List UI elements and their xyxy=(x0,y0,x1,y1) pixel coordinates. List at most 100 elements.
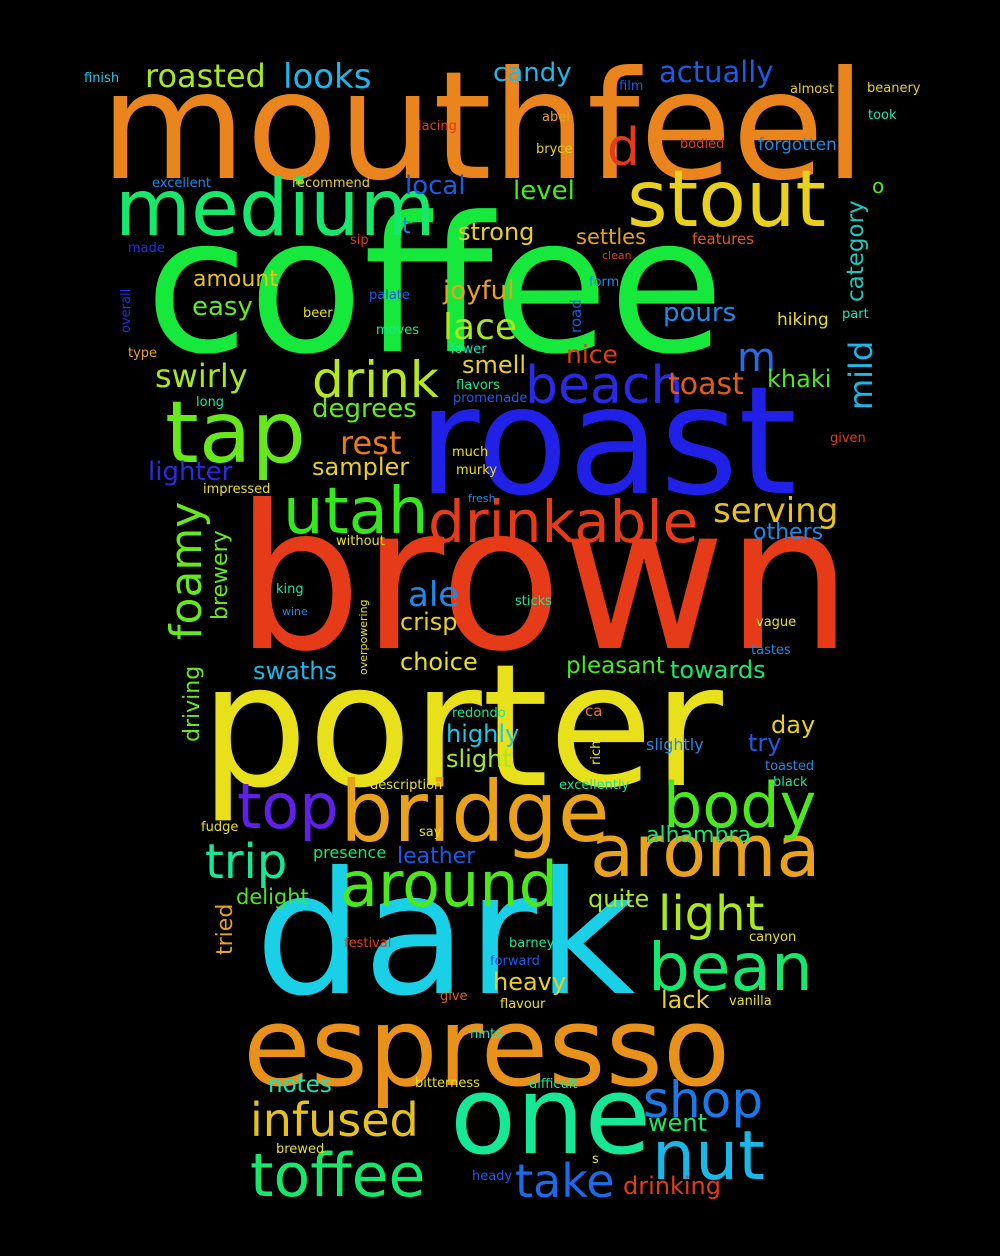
word-candy: candy xyxy=(493,58,572,88)
word-overall: overall xyxy=(119,288,134,333)
word-body: body xyxy=(663,769,817,842)
word-toasted: toasted xyxy=(765,759,815,774)
word-looks: looks xyxy=(283,57,372,97)
word-part: part xyxy=(842,307,869,322)
word-others: others xyxy=(753,520,824,545)
word-abel: abel xyxy=(542,110,570,125)
word-film: film xyxy=(619,79,644,94)
word-tastes: tastes xyxy=(751,643,791,658)
word-degrees: degrees xyxy=(312,394,417,424)
word-brewed: brewed xyxy=(276,1142,325,1157)
word-ale: ale xyxy=(408,575,460,615)
word-beer: beer xyxy=(303,306,333,321)
word-infused: infused xyxy=(250,1093,419,1147)
word-driving: driving xyxy=(180,665,205,742)
word-festival: festival xyxy=(344,936,392,951)
word-one: one xyxy=(450,1054,651,1179)
word-stout: stout xyxy=(627,155,826,245)
word-murky: murky xyxy=(456,463,498,478)
word-moves: moves xyxy=(376,323,420,338)
word-give: give xyxy=(440,989,468,1004)
word-sticks: sticks xyxy=(515,594,552,609)
word-coffee: coffee xyxy=(145,177,725,396)
word-pours: pours xyxy=(663,298,737,328)
word-utah: utah xyxy=(283,475,429,549)
word-clean: clean xyxy=(602,249,632,262)
word-lacing: lacing xyxy=(418,119,457,134)
word-barney: barney xyxy=(509,936,555,951)
word-impressed: impressed xyxy=(203,482,271,497)
word-delight: delight xyxy=(236,885,309,909)
word-forward: forward xyxy=(490,954,540,969)
word-wine: wine xyxy=(282,605,308,618)
word-toast: toast xyxy=(668,367,744,402)
word-say: say xyxy=(419,825,442,840)
word-drink: drink xyxy=(312,351,439,409)
word-fudge: fudge xyxy=(201,820,239,835)
word-vanilla: vanilla xyxy=(729,994,772,1009)
word-tap: tap xyxy=(165,383,307,483)
word-slightly: slightly xyxy=(646,735,704,754)
word-road: road xyxy=(567,299,585,333)
word-fresh: fresh xyxy=(468,492,496,505)
word-canyon: canyon xyxy=(749,930,797,945)
word-espresso: espresso xyxy=(243,983,731,1111)
word-category: category xyxy=(843,200,869,302)
word-towards: towards xyxy=(670,656,766,684)
word-sip: sip xyxy=(350,233,369,248)
word-around: around xyxy=(340,848,558,921)
word-roasted: roasted xyxy=(145,57,266,95)
word-take: take xyxy=(515,1154,615,1208)
word-redondo: redondo xyxy=(452,706,506,721)
word-bridge: bridge xyxy=(340,763,610,861)
word-porter: porter xyxy=(200,628,723,826)
word-overpowering: overpowering xyxy=(357,599,370,675)
word-finish: finish xyxy=(84,71,120,86)
word-form: form xyxy=(589,275,620,290)
word-top: top xyxy=(237,770,339,843)
word-recommend: recommend xyxy=(292,176,370,191)
word-palate: palate xyxy=(369,288,410,303)
word-choice: choice xyxy=(400,648,478,676)
word-notes: notes xyxy=(268,1072,332,1098)
word-foamy: foamy xyxy=(161,501,212,640)
word-crisp: crisp xyxy=(400,608,458,636)
word-easy: easy xyxy=(192,292,253,322)
word-drinking: drinking xyxy=(623,1172,721,1200)
word-pleasant: pleasant xyxy=(566,653,665,679)
word-promenade: promenade xyxy=(453,391,528,406)
word-nut: nut xyxy=(652,1117,765,1196)
word-bodied: bodied xyxy=(680,137,725,152)
word-type: type xyxy=(128,346,158,361)
word-hiking: hiking xyxy=(777,310,829,330)
word-much: much xyxy=(452,445,489,460)
word-lighter: lighter xyxy=(148,457,233,487)
word-excellently: excellently xyxy=(559,778,630,793)
word-settles: settles xyxy=(576,225,647,249)
word-dark: dark xyxy=(255,836,636,1034)
word-lower: lower xyxy=(451,342,487,357)
word-features: features xyxy=(692,230,754,248)
word-rest: rest xyxy=(340,424,402,462)
word-description: description xyxy=(370,778,443,793)
word-toffee: toffee xyxy=(250,1141,426,1211)
word-bryce: bryce xyxy=(536,142,573,157)
word-lack: lack xyxy=(661,986,710,1014)
word-medium: medium xyxy=(115,164,436,254)
word-without: without xyxy=(336,534,385,549)
word-flavour: flavour xyxy=(500,997,546,1012)
word-leather: leather xyxy=(397,844,476,869)
word-highly: highly xyxy=(446,720,520,748)
word-roast: roast xyxy=(418,355,798,529)
word-presence: presence xyxy=(313,843,387,862)
word-rich: rich xyxy=(589,740,604,765)
word-black: black xyxy=(773,775,808,790)
word-drinkable: drinkable xyxy=(428,488,699,556)
word-ca: ca xyxy=(585,702,603,720)
word-khaki: khaki xyxy=(767,365,832,393)
word-alhambra: alhambra xyxy=(646,823,751,848)
word-swaths: swaths xyxy=(253,657,337,685)
word-sampler: sampler xyxy=(312,453,410,481)
word-swirly: swirly xyxy=(155,357,248,395)
